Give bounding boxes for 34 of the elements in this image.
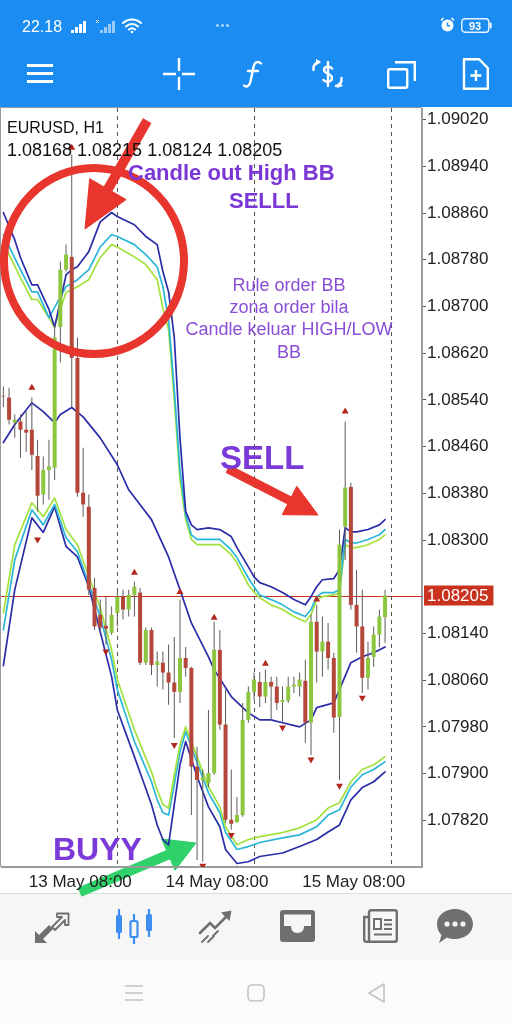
y-tick-label: 1.08620 bbox=[427, 342, 489, 362]
annotation: EURUSD, H1 bbox=[7, 119, 104, 136]
y-tick-label: 1.08700 bbox=[427, 296, 489, 316]
annotation: Rule order BB bbox=[232, 275, 346, 295]
y-tick-label: 1.08540 bbox=[427, 389, 489, 409]
candlestick bbox=[229, 769, 234, 830]
ref-line-label: 1.08205 bbox=[427, 586, 489, 606]
y-tick-label: 1.08780 bbox=[427, 249, 489, 269]
y-tick-label: 1.08300 bbox=[427, 529, 489, 549]
annotation: BB bbox=[277, 342, 302, 362]
annotation: Candle out High BB bbox=[128, 160, 335, 185]
x-tick-label: 15 May 08:00 bbox=[302, 871, 406, 891]
annotation: zona order bila bbox=[229, 297, 349, 317]
y-tick-label: 1.08860 bbox=[427, 202, 489, 222]
text: 22.18 bbox=[22, 18, 63, 35]
candlestick bbox=[172, 636, 177, 738]
x-tick-label: 14 May 08:00 bbox=[165, 871, 269, 891]
annotation: BUYY bbox=[53, 831, 142, 867]
annotation: Candle keluar HIGH/LOW bbox=[185, 319, 393, 339]
y-tick-label: 1.07980 bbox=[427, 716, 489, 736]
y-tick-label: 1.08380 bbox=[427, 483, 489, 503]
candlestick bbox=[46, 439, 51, 500]
y-tick-label: 1.08060 bbox=[427, 669, 489, 689]
text: 93 bbox=[469, 20, 482, 32]
annotation: SELL bbox=[220, 439, 305, 476]
y-tick-label: 1.09020 bbox=[427, 109, 489, 129]
candlestick bbox=[103, 596, 108, 645]
y-tick-label: 1.08940 bbox=[427, 156, 489, 176]
y-tick-label: 1.07820 bbox=[427, 809, 489, 829]
annotation: SELLL bbox=[229, 188, 299, 213]
y-tick-label: 1.08140 bbox=[427, 623, 489, 643]
y-tick-label: 1.08460 bbox=[427, 436, 489, 456]
y-tick-label: 1.07900 bbox=[427, 763, 489, 783]
candlestick bbox=[24, 411, 29, 452]
